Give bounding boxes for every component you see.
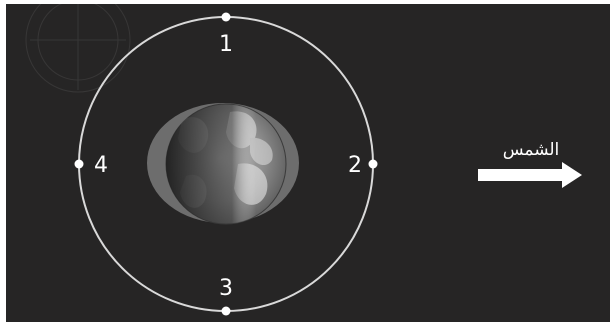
position-label-2: 2 (348, 153, 362, 178)
position-dot-4 (74, 159, 84, 169)
sun-direction-label: الشمس (503, 140, 560, 160)
position-label-3: 3 (219, 276, 233, 301)
position-label-4: 4 (94, 153, 108, 178)
position-label-1: 1 (219, 32, 233, 57)
diagram-panel (6, 4, 610, 322)
sun-direction-arrow-icon (478, 162, 582, 188)
watermark-graphic (25, 0, 131, 93)
earth-globe (165, 103, 287, 225)
position-dot-3 (221, 306, 231, 316)
position-dot-1 (221, 12, 231, 22)
position-dot-2 (368, 159, 378, 169)
